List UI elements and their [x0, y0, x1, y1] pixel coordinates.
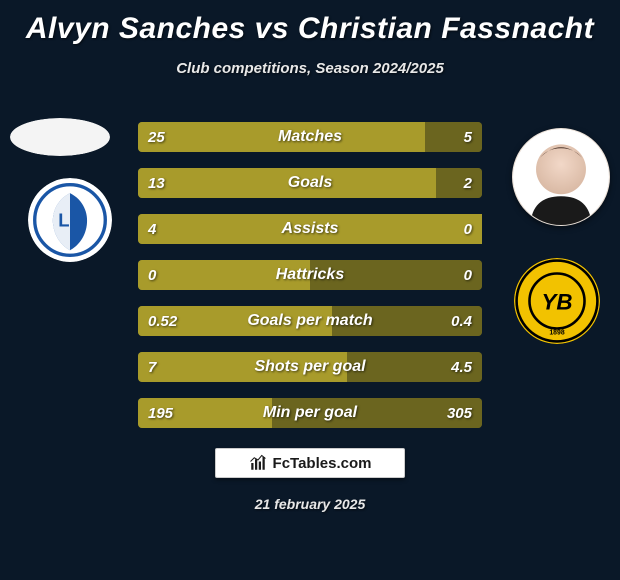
player-left-photo [10, 118, 110, 156]
footer-date: 21 february 2025 [0, 496, 620, 512]
stat-row: 40Assists [138, 214, 482, 244]
stat-bar-right [348, 352, 483, 382]
stat-bar-right [425, 122, 482, 152]
svg-text:1898: 1898 [549, 330, 564, 337]
infographic-container: Alvyn Sanches vs Christian Fassnacht Clu… [0, 0, 620, 580]
footer-brand-text: FcTables.com [273, 455, 372, 472]
stat-row: 132Goals [138, 168, 482, 198]
stat-bar-right [310, 260, 482, 290]
stat-row: 195305Min per goal [138, 398, 482, 428]
svg-text:YB: YB [541, 290, 572, 315]
stat-bar-left [138, 306, 332, 336]
player-right-photo [512, 128, 610, 226]
stat-bar-left [138, 398, 272, 428]
page-subtitle: Club competitions, Season 2024/2025 [0, 60, 620, 77]
stat-bar-left [138, 122, 425, 152]
stat-row: 255Matches [138, 122, 482, 152]
svg-text:LS: LS [58, 210, 82, 231]
stat-row: 74.5Shots per goal [138, 352, 482, 382]
stat-bar-right [332, 306, 482, 336]
player-right-club-badge: YB 1898 [514, 258, 600, 344]
stat-bar-left [138, 352, 347, 382]
bar-chart-icon [249, 454, 267, 472]
player-left-club-badge: LS [28, 178, 112, 262]
stat-bar-right [436, 168, 482, 198]
stat-bar-left [138, 168, 436, 198]
stat-bar-left [138, 214, 482, 244]
stat-bar-left [138, 260, 310, 290]
page-title: Alvyn Sanches vs Christian Fassnacht [0, 12, 620, 46]
stat-row: 0.520.4Goals per match [138, 306, 482, 336]
footer-brand-badge: FcTables.com [215, 448, 405, 478]
stat-bar-right [272, 398, 482, 428]
stat-row: 00Hattricks [138, 260, 482, 290]
stats-panel: 255Matches 132Goals 40Assists 00Hattricks 0.… [138, 122, 482, 444]
